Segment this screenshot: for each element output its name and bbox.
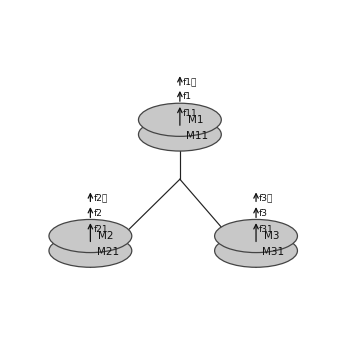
Text: f1总: f1总 <box>183 77 198 86</box>
Ellipse shape <box>214 234 297 267</box>
Ellipse shape <box>214 219 297 253</box>
Text: M21: M21 <box>97 247 119 257</box>
Text: f3总: f3总 <box>259 193 274 202</box>
Ellipse shape <box>139 103 221 136</box>
Ellipse shape <box>49 234 132 267</box>
Ellipse shape <box>139 118 221 151</box>
Text: M3: M3 <box>264 231 279 241</box>
Text: M31: M31 <box>262 247 285 257</box>
Text: f31: f31 <box>259 225 274 234</box>
Text: M11: M11 <box>186 131 208 141</box>
Text: f3: f3 <box>259 209 268 218</box>
Text: f2总: f2总 <box>94 193 108 202</box>
Text: f1: f1 <box>183 92 192 101</box>
Text: f21: f21 <box>94 225 108 234</box>
Text: f11: f11 <box>183 109 198 118</box>
Text: f2: f2 <box>94 209 102 218</box>
Ellipse shape <box>49 219 132 253</box>
Text: M1: M1 <box>188 115 203 125</box>
Text: M2: M2 <box>98 231 114 241</box>
